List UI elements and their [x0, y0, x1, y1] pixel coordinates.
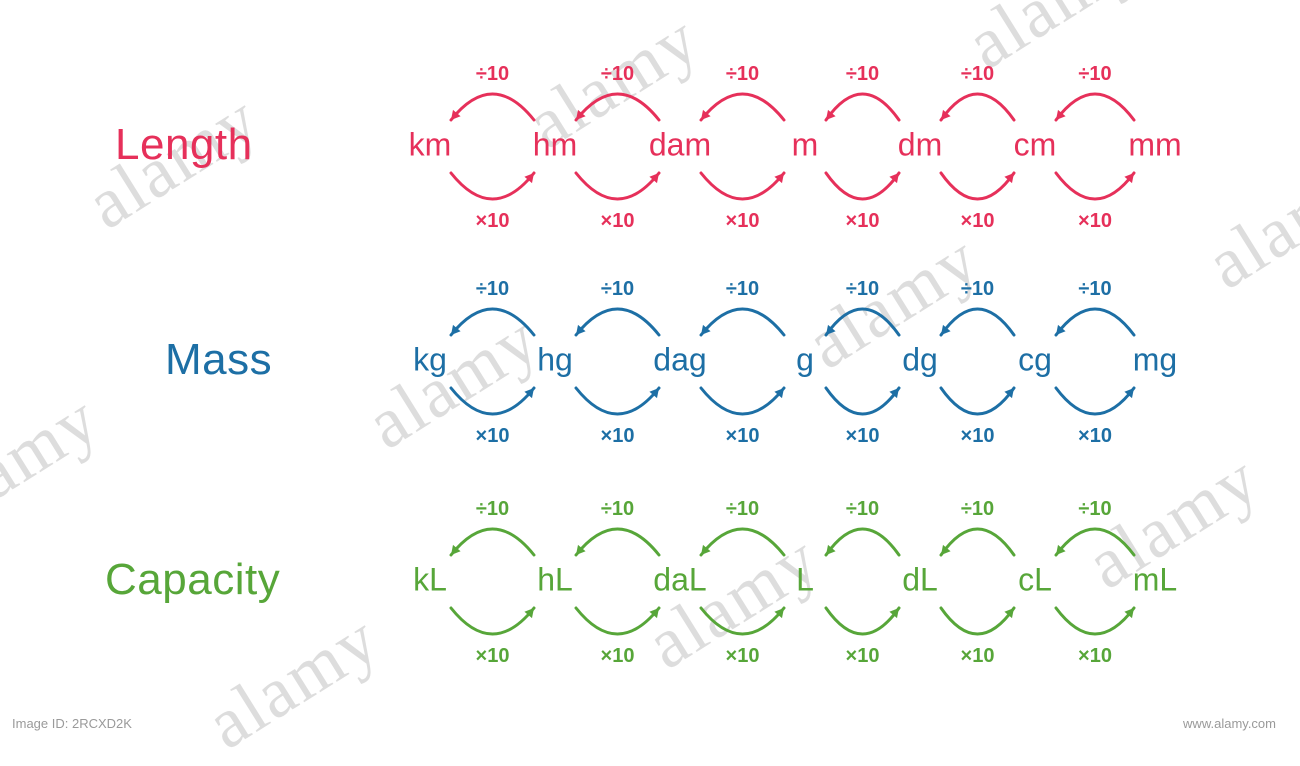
divide-arrow — [823, 515, 902, 561]
divide-arrow — [698, 295, 787, 341]
divide-arrow — [698, 80, 787, 126]
divide-label: ÷10 — [1078, 63, 1111, 86]
divide-arrow — [938, 515, 1017, 561]
multiply-label: ×10 — [961, 425, 995, 448]
divide-label: ÷10 — [476, 278, 509, 301]
multiply-label: ×10 — [601, 425, 635, 448]
multiply-label: ×10 — [846, 645, 880, 668]
divide-label: ÷10 — [846, 278, 879, 301]
divide-label: ÷10 — [846, 498, 879, 521]
multiply-label: ×10 — [476, 210, 510, 233]
unit-label: hL — [537, 562, 573, 599]
unit-label: m — [792, 127, 819, 164]
divide-label: ÷10 — [961, 498, 994, 521]
multiply-label: ×10 — [476, 645, 510, 668]
multiply-label: ×10 — [726, 425, 760, 448]
divide-label: ÷10 — [601, 278, 634, 301]
divide-arrow — [573, 295, 662, 341]
unit-label: dL — [902, 562, 938, 599]
multiply-label: ×10 — [961, 210, 995, 233]
multiply-label: ×10 — [846, 425, 880, 448]
unit-label: dag — [653, 342, 706, 379]
divide-arrow — [448, 295, 537, 341]
unit-label: hm — [533, 127, 577, 164]
divide-label: ÷10 — [601, 498, 634, 521]
unit-label: cL — [1018, 562, 1052, 599]
divide-label: ÷10 — [726, 278, 759, 301]
unit-label: mg — [1133, 342, 1177, 379]
unit-label: kg — [413, 342, 447, 379]
unit-label: cg — [1018, 342, 1052, 379]
divide-label: ÷10 — [726, 63, 759, 86]
multiply-label: ×10 — [961, 645, 995, 668]
row-title-mass: Mass — [165, 335, 272, 385]
unit-label: mL — [1133, 562, 1177, 599]
divide-label: ÷10 — [961, 278, 994, 301]
divide-arrow — [448, 515, 537, 561]
footer-site: www.alamy.com — [1183, 716, 1276, 731]
conversion-row-mass: Mass kg hg dag g dg cg mg ÷10 ×10 ÷10 ×10 ÷10 ×10 ÷10 ×… — [0, 270, 1300, 450]
divide-label: ÷10 — [846, 63, 879, 86]
footer-image-id: Image ID: 2RCXD2K — [12, 716, 132, 731]
multiply-label: ×10 — [601, 210, 635, 233]
unit-label: dam — [649, 127, 711, 164]
diagram-canvas: alamyalamyalamyalamyalamyalamyalamyalamy… — [0, 0, 1300, 737]
divide-arrow — [698, 515, 787, 561]
divide-arrow — [1053, 515, 1137, 561]
unit-label: mm — [1128, 127, 1181, 164]
divide-arrow — [1053, 295, 1137, 341]
divide-label: ÷10 — [476, 498, 509, 521]
divide-label: ÷10 — [476, 63, 509, 86]
divide-arrow — [823, 80, 902, 126]
unit-label: g — [796, 342, 814, 379]
unit-label: km — [409, 127, 452, 164]
conversion-row-length: Length km hm dam m dm cm mm ÷10 ×10 ÷10 ×10 ÷10 ×10 ÷1… — [0, 55, 1300, 235]
divide-label: ÷10 — [601, 63, 634, 86]
multiply-label: ×10 — [476, 425, 510, 448]
multiply-label: ×10 — [601, 645, 635, 668]
divide-label: ÷10 — [1078, 498, 1111, 521]
multiply-label: ×10 — [726, 645, 760, 668]
unit-label: dg — [902, 342, 938, 379]
divide-arrow — [1053, 80, 1137, 126]
unit-label: hg — [537, 342, 573, 379]
divide-arrow — [823, 295, 902, 341]
multiply-label: ×10 — [726, 210, 760, 233]
divide-arrow — [573, 515, 662, 561]
unit-label: L — [796, 562, 814, 599]
divide-label: ÷10 — [726, 498, 759, 521]
divide-arrow — [573, 80, 662, 126]
divide-arrow — [938, 295, 1017, 341]
unit-label: daL — [653, 562, 706, 599]
unit-label: dm — [898, 127, 942, 164]
divide-arrow — [448, 80, 537, 126]
divide-label: ÷10 — [961, 63, 994, 86]
unit-label: cm — [1014, 127, 1057, 164]
conversion-row-capacity: Capacity kL hL daL LdL cL mL ÷10 ×10 ÷10 ×10 ÷10 ×10… — [0, 490, 1300, 670]
row-title-length: Length — [115, 120, 253, 170]
row-title-capacity: Capacity — [105, 555, 280, 605]
multiply-label: ×10 — [1078, 210, 1112, 233]
multiply-label: ×10 — [1078, 645, 1112, 668]
divide-arrow — [938, 80, 1017, 126]
multiply-label: ×10 — [1078, 425, 1112, 448]
divide-label: ÷10 — [1078, 278, 1111, 301]
multiply-label: ×10 — [846, 210, 880, 233]
unit-label: kL — [413, 562, 447, 599]
